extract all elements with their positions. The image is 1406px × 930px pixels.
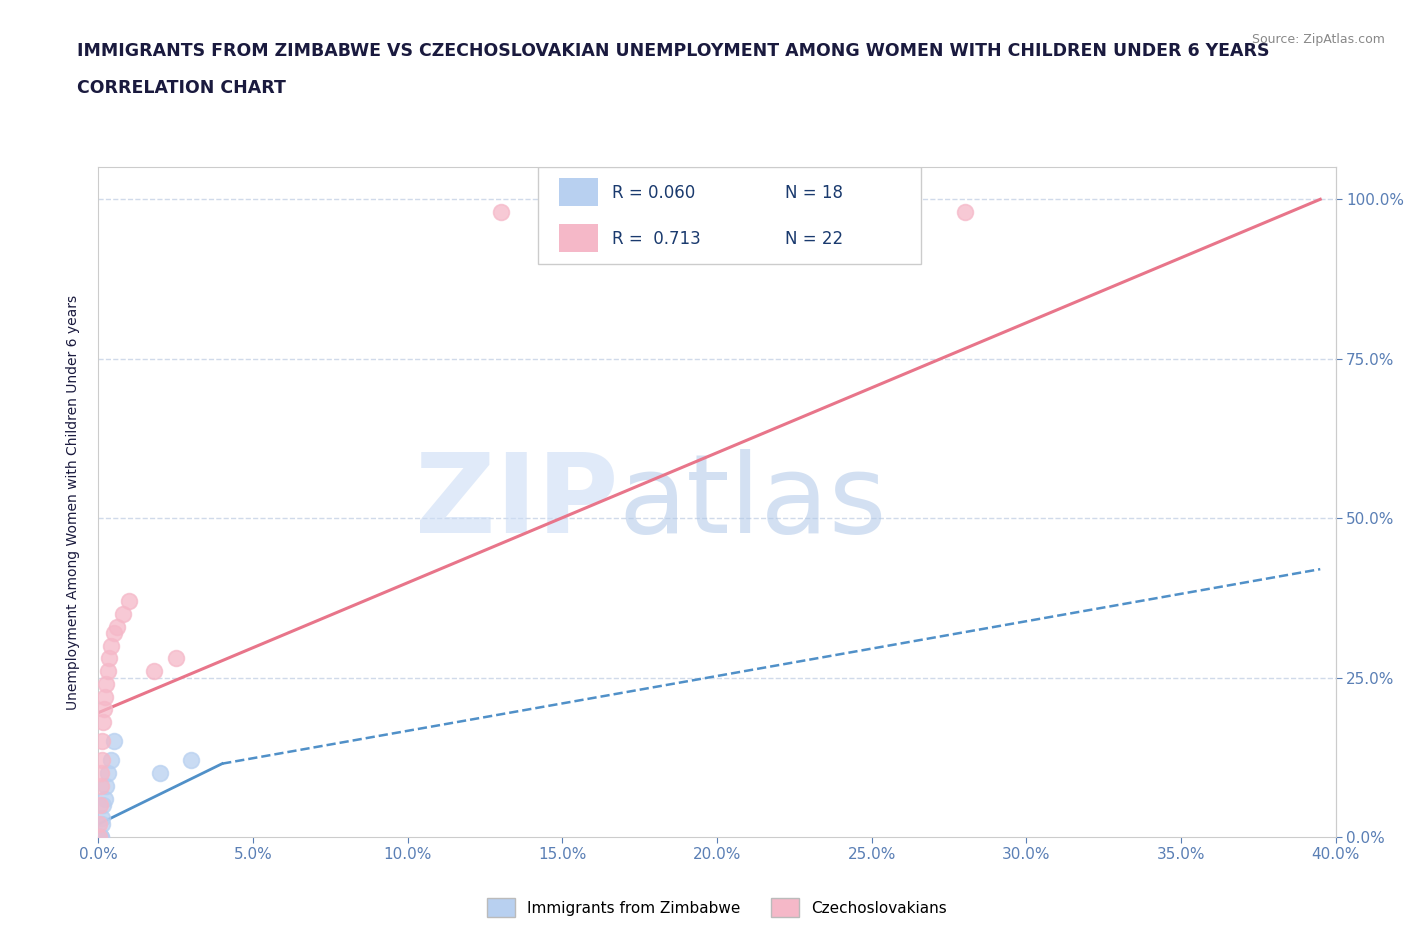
Point bbox=[89, 798, 111, 813]
Point bbox=[96, 676, 118, 691]
Point bbox=[91, 734, 114, 749]
Bar bbox=[558, 224, 599, 252]
Text: R = 0.060: R = 0.060 bbox=[612, 183, 695, 202]
Point bbox=[489, 205, 512, 219]
Point bbox=[87, 830, 110, 844]
Point bbox=[143, 664, 166, 679]
Point bbox=[90, 830, 112, 844]
Point bbox=[93, 791, 115, 806]
Text: R =  0.713: R = 0.713 bbox=[612, 230, 700, 248]
Point bbox=[112, 606, 135, 621]
Point bbox=[91, 798, 114, 813]
Point bbox=[180, 753, 202, 768]
Text: N = 18: N = 18 bbox=[785, 183, 844, 202]
Text: ZIP: ZIP bbox=[415, 448, 619, 556]
Point bbox=[87, 830, 110, 844]
Point bbox=[103, 734, 125, 749]
Point bbox=[165, 651, 187, 666]
Point bbox=[89, 817, 111, 831]
Point bbox=[118, 593, 141, 608]
Bar bbox=[558, 178, 599, 206]
Point bbox=[90, 753, 112, 768]
Point bbox=[93, 689, 115, 704]
Point bbox=[103, 626, 125, 641]
Point bbox=[100, 753, 122, 768]
Point bbox=[97, 765, 120, 780]
Text: IMMIGRANTS FROM ZIMBABWE VS CZECHOSLOVAKIAN UNEMPLOYMENT AMONG WOMEN WITH CHILDR: IMMIGRANTS FROM ZIMBABWE VS CZECHOSLOVAK… bbox=[77, 42, 1270, 60]
Point bbox=[98, 651, 121, 666]
Point bbox=[89, 830, 111, 844]
Point bbox=[149, 765, 172, 780]
FancyBboxPatch shape bbox=[537, 167, 921, 264]
Point bbox=[90, 830, 112, 844]
Point bbox=[100, 638, 122, 653]
Point bbox=[90, 765, 112, 780]
Point bbox=[93, 702, 115, 717]
Point bbox=[105, 619, 128, 634]
Point bbox=[97, 664, 120, 679]
Point bbox=[89, 830, 111, 844]
Point bbox=[87, 830, 110, 844]
Text: CORRELATION CHART: CORRELATION CHART bbox=[77, 79, 287, 97]
Text: atlas: atlas bbox=[619, 448, 887, 556]
Point bbox=[90, 778, 112, 793]
Point bbox=[89, 830, 111, 844]
Legend: Immigrants from Zimbabwe, Czechoslovakians: Immigrants from Zimbabwe, Czechoslovakia… bbox=[481, 892, 953, 923]
Point bbox=[90, 817, 112, 831]
Text: Source: ZipAtlas.com: Source: ZipAtlas.com bbox=[1251, 33, 1385, 46]
Point bbox=[96, 778, 118, 793]
Y-axis label: Unemployment Among Women with Children Under 6 years: Unemployment Among Women with Children U… bbox=[66, 295, 80, 710]
Point bbox=[89, 830, 111, 844]
Text: N = 22: N = 22 bbox=[785, 230, 844, 248]
Point bbox=[91, 715, 114, 730]
Point bbox=[953, 205, 976, 219]
Point bbox=[91, 810, 114, 825]
